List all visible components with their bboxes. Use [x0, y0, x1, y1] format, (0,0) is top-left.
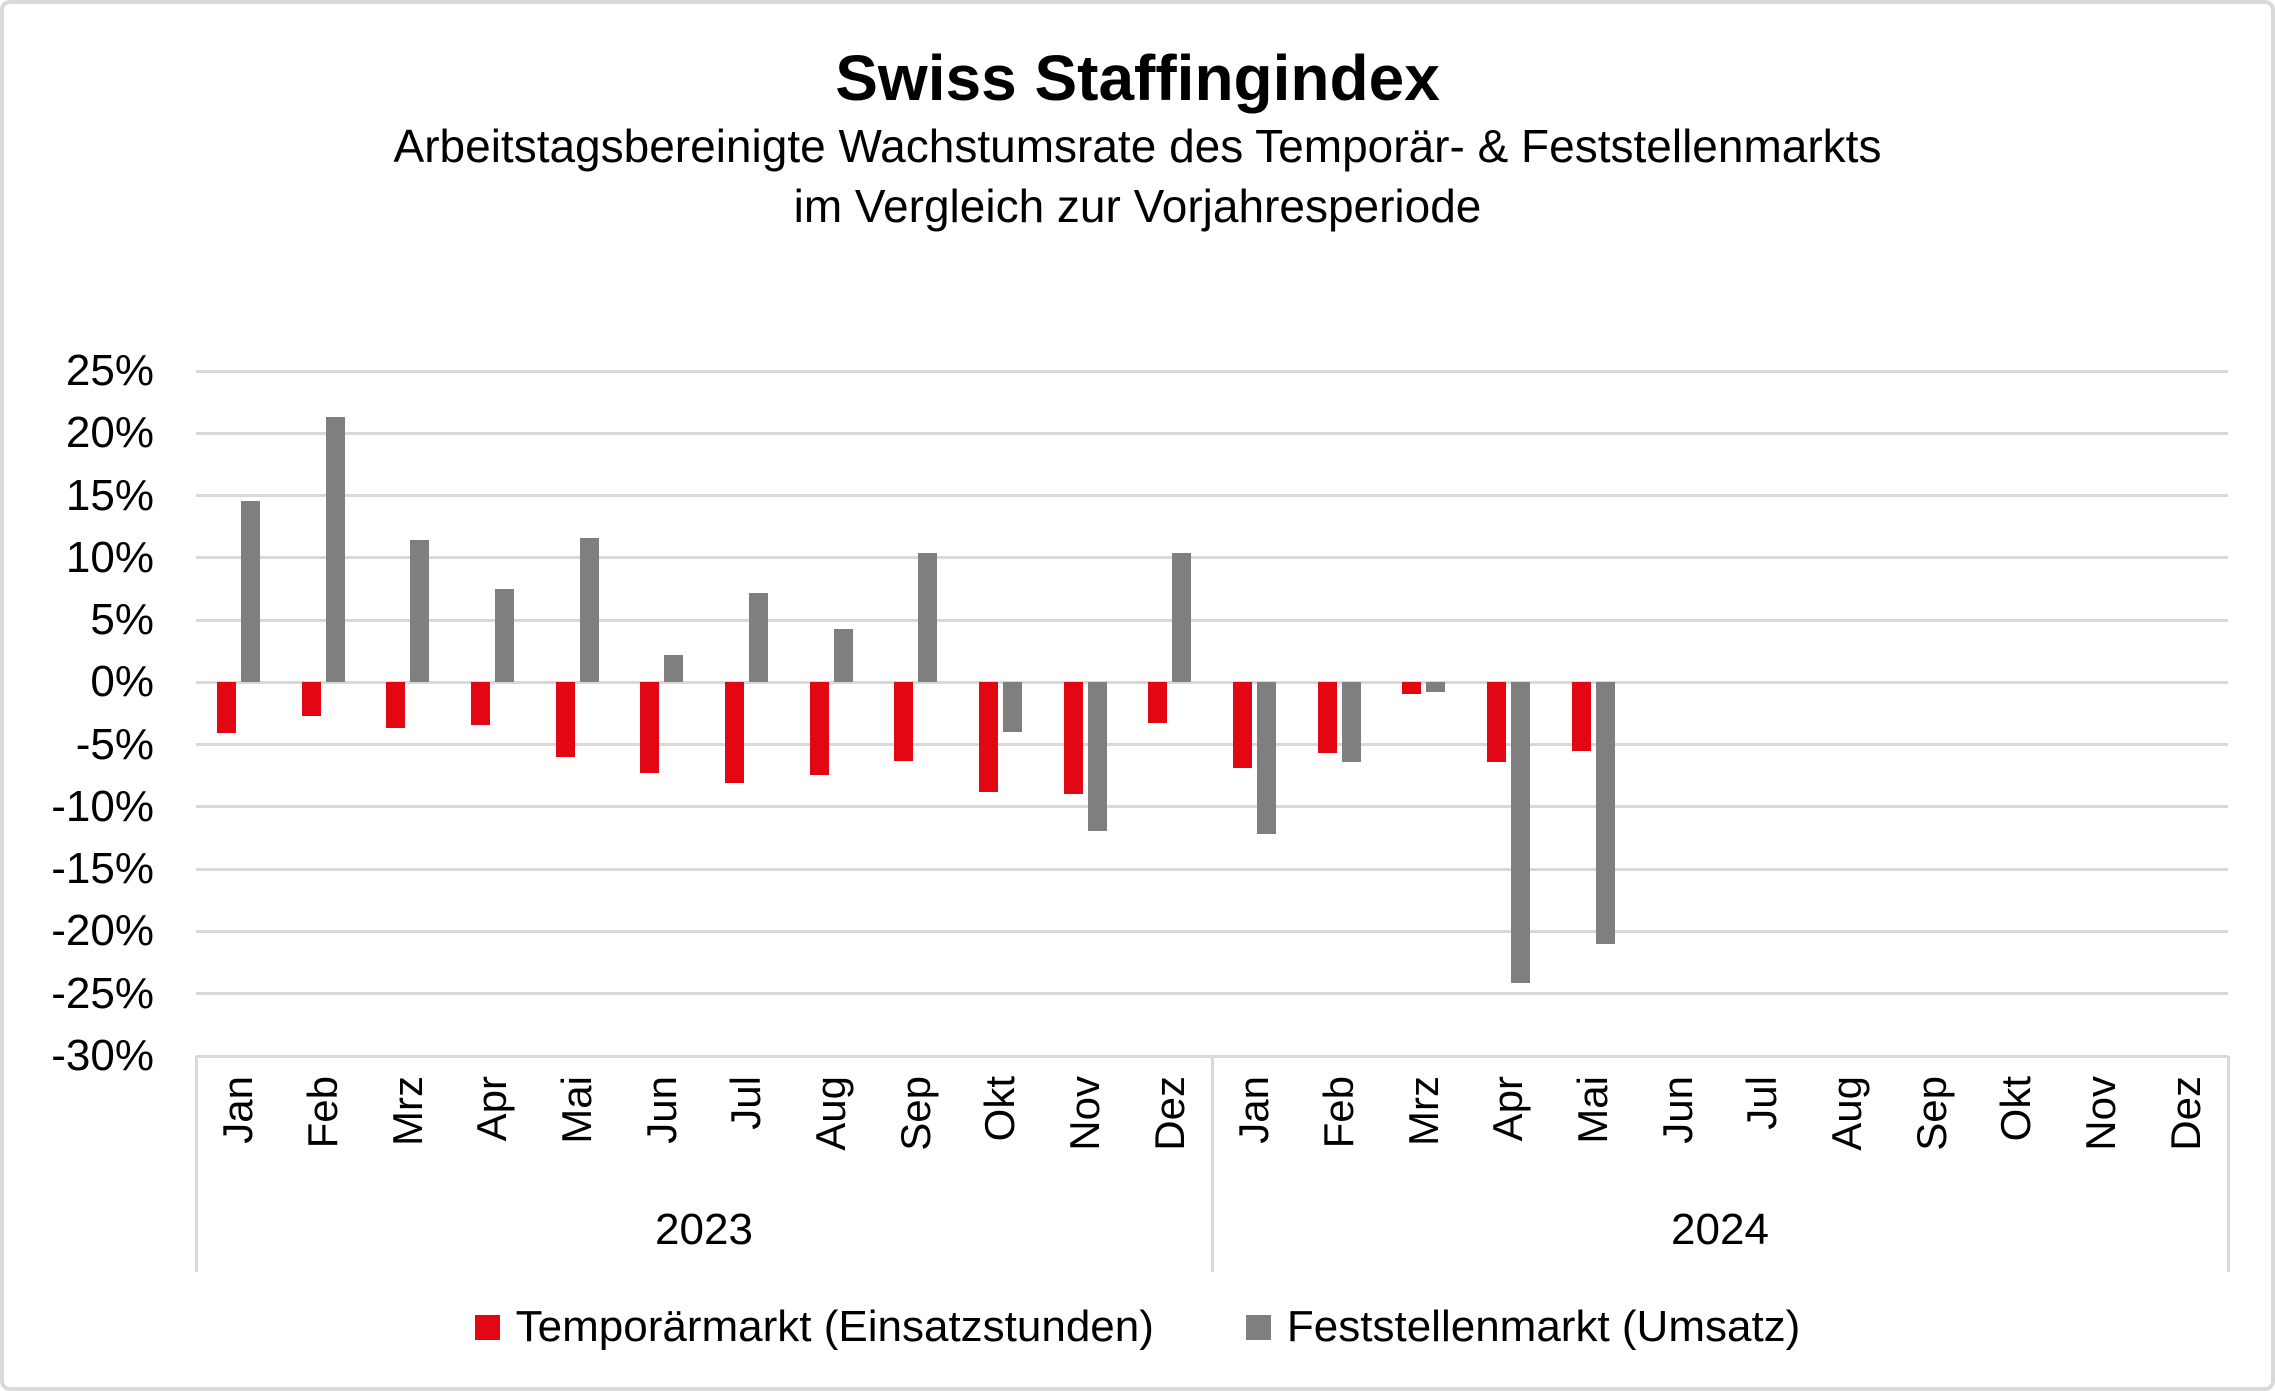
legend-swatch-temporaermarkt-icon [474, 1314, 500, 1340]
chart-header: Swiss Staffingindex Arbeitstagsbereinigt… [4, 40, 2271, 236]
x-tick-label-2024-Jan: Jan [1230, 1076, 1278, 1144]
bar-temporaermarkt-2023-Okt [978, 682, 998, 792]
y-tick-label-0: 0% [90, 657, 154, 707]
bar-feststellenmarkt-2024-Feb [1341, 682, 1361, 763]
bar-feststellenmarkt-2023-Feb [325, 417, 345, 683]
y-tick-label-5: 5% [90, 595, 154, 645]
bar-feststellenmarkt-2023-Aug [833, 628, 853, 683]
bar-temporaermarkt-2023-Aug [809, 682, 829, 775]
bar-feststellenmarkt-2023-Mai [579, 537, 599, 683]
y-tick-label--5: -5% [75, 719, 154, 769]
x-tick-label-2024-Apr: Apr [1484, 1076, 1532, 1142]
chart-title: Swiss Staffingindex [835, 42, 1440, 114]
axis-separator [2226, 1056, 2230, 1272]
gridline-15 [196, 494, 2228, 498]
x-tick-label-2023-Jan: Jan [214, 1076, 262, 1144]
y-tick-label--10: -10% [51, 781, 154, 831]
gridline-10 [196, 556, 2228, 560]
bar-temporaermarkt-2023-Mrz [386, 682, 406, 729]
legend-item-feststellenmarkt: Feststellenmarkt (Umsatz) [1245, 1302, 1801, 1352]
x-tick-label-2023-Apr: Apr [468, 1076, 516, 1142]
bar-temporaermarkt-2023-Dez [1148, 682, 1168, 724]
bar-temporaermarkt-2023-Sep [894, 682, 914, 761]
bar-feststellenmarkt-2024-Jan [1256, 682, 1276, 835]
bar-temporaermarkt-2023-Jan [216, 682, 236, 734]
chart-subtitle-line2: im Vergleich zur Vorjahresperiode [793, 180, 1482, 232]
x-tick-label-2024-Feb: Feb [1315, 1076, 1362, 1149]
y-tick-label--25: -25% [51, 968, 154, 1018]
year-label-2024: 2024 [1671, 1205, 1769, 1254]
chart-subtitle-line1: Arbeitstagsbereinigte Wachstumsrate des … [393, 120, 1882, 172]
bar-feststellenmarkt-2024-Mai [1595, 682, 1615, 944]
gridline--5 [196, 743, 2228, 747]
bar-feststellenmarkt-2024-Apr [1510, 682, 1530, 983]
y-tick-label--15: -15% [51, 844, 154, 894]
legend-label-feststellenmarkt: Feststellenmarkt (Umsatz) [1286, 1302, 1801, 1351]
bar-feststellenmarkt-2023-Apr [494, 588, 514, 683]
gridline-0 [196, 680, 2228, 684]
legend-item-temporaermarkt: Temporärmarkt (Einsatzstunden) [474, 1302, 1154, 1352]
y-tick-label--30: -30% [51, 1031, 154, 1080]
year-label-2023: 2023 [655, 1205, 753, 1254]
bar-feststellenmarkt-2023-Jan [240, 500, 260, 683]
axis-separator [194, 1056, 198, 1272]
bar-temporaermarkt-2023-Mai [555, 682, 575, 758]
legend-swatch-feststellenmarkt-icon [1245, 1314, 1271, 1340]
bar-feststellenmarkt-2023-Jun [664, 654, 684, 683]
y-tick-label-20: 20% [65, 408, 154, 458]
x-tick-label-2024-Nov: Nov [2077, 1076, 2124, 1151]
gridline--20 [196, 929, 2228, 933]
axis-separator [1210, 1056, 1214, 1272]
x-tick-label-2023-Sep: Sep [891, 1076, 939, 1151]
bar-feststellenmarkt-2023-Dez [1172, 552, 1192, 683]
bar-temporaermarkt-2024-Mai [1571, 682, 1591, 751]
gridline-20 [196, 431, 2228, 435]
bar-temporaermarkt-2023-Jun [640, 682, 660, 774]
bar-feststellenmarkt-2023-Mrz [410, 540, 430, 683]
x-tick-label-2024-Okt: Okt [1992, 1076, 2040, 1142]
x-tick-label-2023-Feb: Feb [299, 1076, 346, 1149]
x-tick-label-2024-Mrz: Mrz [1399, 1076, 1447, 1146]
x-tick-label-2023-Nov: Nov [1061, 1076, 1108, 1151]
legend-label-temporaermarkt: Temporärmarkt (Einsatzstunden) [515, 1302, 1154, 1351]
x-tick-label-2023-Mrz: Mrz [383, 1076, 431, 1146]
bar-temporaermarkt-2024-Apr [1486, 682, 1506, 763]
bar-feststellenmarkt-2024-Mrz [1426, 682, 1446, 693]
gridline--15 [196, 867, 2228, 871]
bar-feststellenmarkt-2023-Okt [1002, 682, 1022, 733]
gridline-5 [196, 618, 2228, 622]
y-tick-label-15: 15% [65, 470, 154, 520]
gridline-25 [196, 369, 2228, 373]
bar-temporaermarkt-2023-Apr [470, 682, 490, 725]
y-tick-label--20: -20% [51, 906, 154, 956]
x-tick-label-2023-Okt: Okt [976, 1076, 1024, 1142]
bar-feststellenmarkt-2023-Nov [1087, 682, 1107, 831]
gridline--25 [196, 992, 2228, 996]
y-tick-label-25: 25% [65, 346, 154, 395]
bar-temporaermarkt-2024-Mrz [1402, 682, 1422, 694]
bar-temporaermarkt-2024-Feb [1317, 682, 1337, 754]
bar-temporaermarkt-2024-Jan [1232, 682, 1252, 769]
bar-temporaermarkt-2023-Jul [724, 682, 744, 784]
legend: Temporärmarkt (Einsatzstunden) Feststell… [4, 1302, 2271, 1352]
bar-temporaermarkt-2023-Nov [1063, 682, 1083, 795]
x-tick-label-2024-Sep: Sep [1907, 1076, 1955, 1151]
bar-temporaermarkt-2023-Feb [301, 682, 321, 716]
x-tick-label-2024-Dez: Dez [2161, 1076, 2209, 1151]
gridline--10 [196, 805, 2228, 809]
bar-feststellenmarkt-2023-Jul [748, 592, 768, 683]
x-tick-label-2023-Dez: Dez [1145, 1076, 1193, 1151]
y-tick-label-10: 10% [65, 532, 154, 582]
bar-feststellenmarkt-2023-Sep [918, 552, 938, 683]
